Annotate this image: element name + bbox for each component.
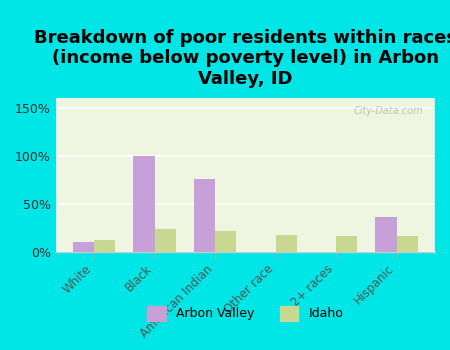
Bar — [396, 236, 418, 252]
Bar — [134, 156, 155, 252]
Text: City-Data.com: City-Data.com — [354, 106, 423, 116]
Bar — [94, 240, 115, 252]
Bar — [275, 234, 297, 252]
Bar — [155, 229, 176, 252]
Bar — [375, 217, 396, 252]
Bar — [215, 231, 236, 252]
Title: Breakdown of poor residents within races
(income below poverty level) in Arbon
V: Breakdown of poor residents within races… — [34, 28, 450, 88]
Legend: Arbon Valley, Idaho: Arbon Valley, Idaho — [143, 301, 348, 326]
Bar — [336, 236, 357, 252]
Bar — [194, 179, 215, 252]
Bar — [73, 242, 94, 252]
